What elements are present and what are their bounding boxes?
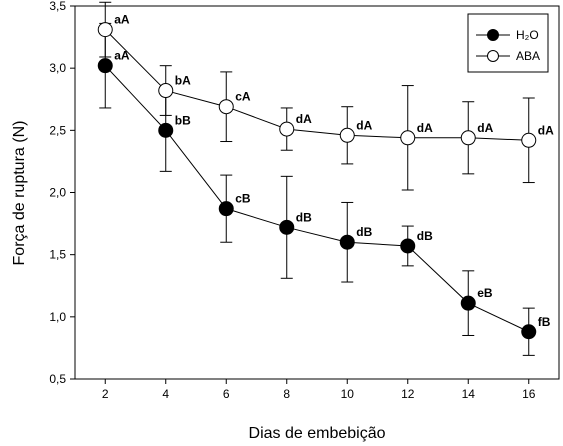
y-tick-label: 1,5 <box>49 248 66 262</box>
series-line-0 <box>104 65 529 333</box>
data-label: fB <box>538 315 551 329</box>
x-axis-ticks: 2 4 6 8 10 12 14 16 <box>102 379 536 401</box>
y-tick-label: 3,5 <box>49 0 66 13</box>
legend-label-aba: ABA <box>516 49 540 63</box>
data-point-0 <box>218 201 234 217</box>
data-label: cA <box>235 90 251 104</box>
data-point-0 <box>339 234 355 250</box>
data-point-0 <box>521 324 537 340</box>
data-label: cB <box>235 192 251 206</box>
x-tick-label: 12 <box>401 387 415 401</box>
y-tick-label: 2,0 <box>49 186 66 200</box>
x-tick-label: 14 <box>462 387 476 401</box>
data-label: dB <box>417 229 433 243</box>
data-point-1 <box>218 99 234 115</box>
y-tick-label: 1,0 <box>49 310 66 324</box>
data-point-1 <box>279 121 295 137</box>
y-tick-label: 3,0 <box>49 61 66 75</box>
data-point-0 <box>97 58 113 74</box>
data-point-1 <box>97 22 113 38</box>
data-point-0 <box>279 219 295 235</box>
data-label: dA <box>296 112 312 126</box>
data-point-1 <box>400 130 416 146</box>
data-point-1 <box>460 130 476 146</box>
y-axis-ticks: 0,5 1,0 1,5 2,0 2,5 3,0 3,5 <box>49 0 75 386</box>
data-point-0 <box>460 295 476 311</box>
data-label: dA <box>538 123 554 137</box>
y-tick-label: 0,5 <box>49 372 66 386</box>
x-tick-label: 4 <box>162 387 169 401</box>
data-label: aA <box>114 49 130 63</box>
data-point-1 <box>158 83 174 99</box>
data-point-0 <box>158 122 174 138</box>
data-label: dB <box>356 225 372 239</box>
data-point-0 <box>400 238 416 254</box>
y-tick-label: 2,5 <box>49 123 66 137</box>
x-tick-label: 6 <box>223 387 230 401</box>
data-label: eB <box>477 286 493 300</box>
x-axis-label: Dias de embebição <box>249 425 386 442</box>
data-point-1 <box>521 132 537 148</box>
legend-box <box>467 13 549 73</box>
data-label: dA <box>356 118 372 132</box>
legend-marker-h2o <box>487 29 499 41</box>
data-label: aA <box>114 13 130 27</box>
x-tick-label: 10 <box>341 387 355 401</box>
data-label: bA <box>175 74 191 88</box>
y-axis-label: Força de ruptura (N) <box>11 121 28 266</box>
data-label: dA <box>477 121 493 135</box>
legend-label-h2o: H₂O <box>516 28 539 42</box>
series-line-1 <box>104 29 529 141</box>
legend: H₂O ABA <box>467 13 549 73</box>
data-label: dB <box>296 210 312 224</box>
legend-marker-aba <box>487 50 499 62</box>
data-label: bB <box>175 113 191 127</box>
x-tick-label: 8 <box>283 387 290 401</box>
data-point-1 <box>339 127 355 143</box>
x-tick-label: 16 <box>522 387 536 401</box>
series-layer: aA bB cB dB dB dB eB fB aA bA cA dA dA dA dA dA <box>97 1 554 356</box>
x-tick-label: 2 <box>102 387 109 401</box>
data-label: dA <box>417 121 433 135</box>
